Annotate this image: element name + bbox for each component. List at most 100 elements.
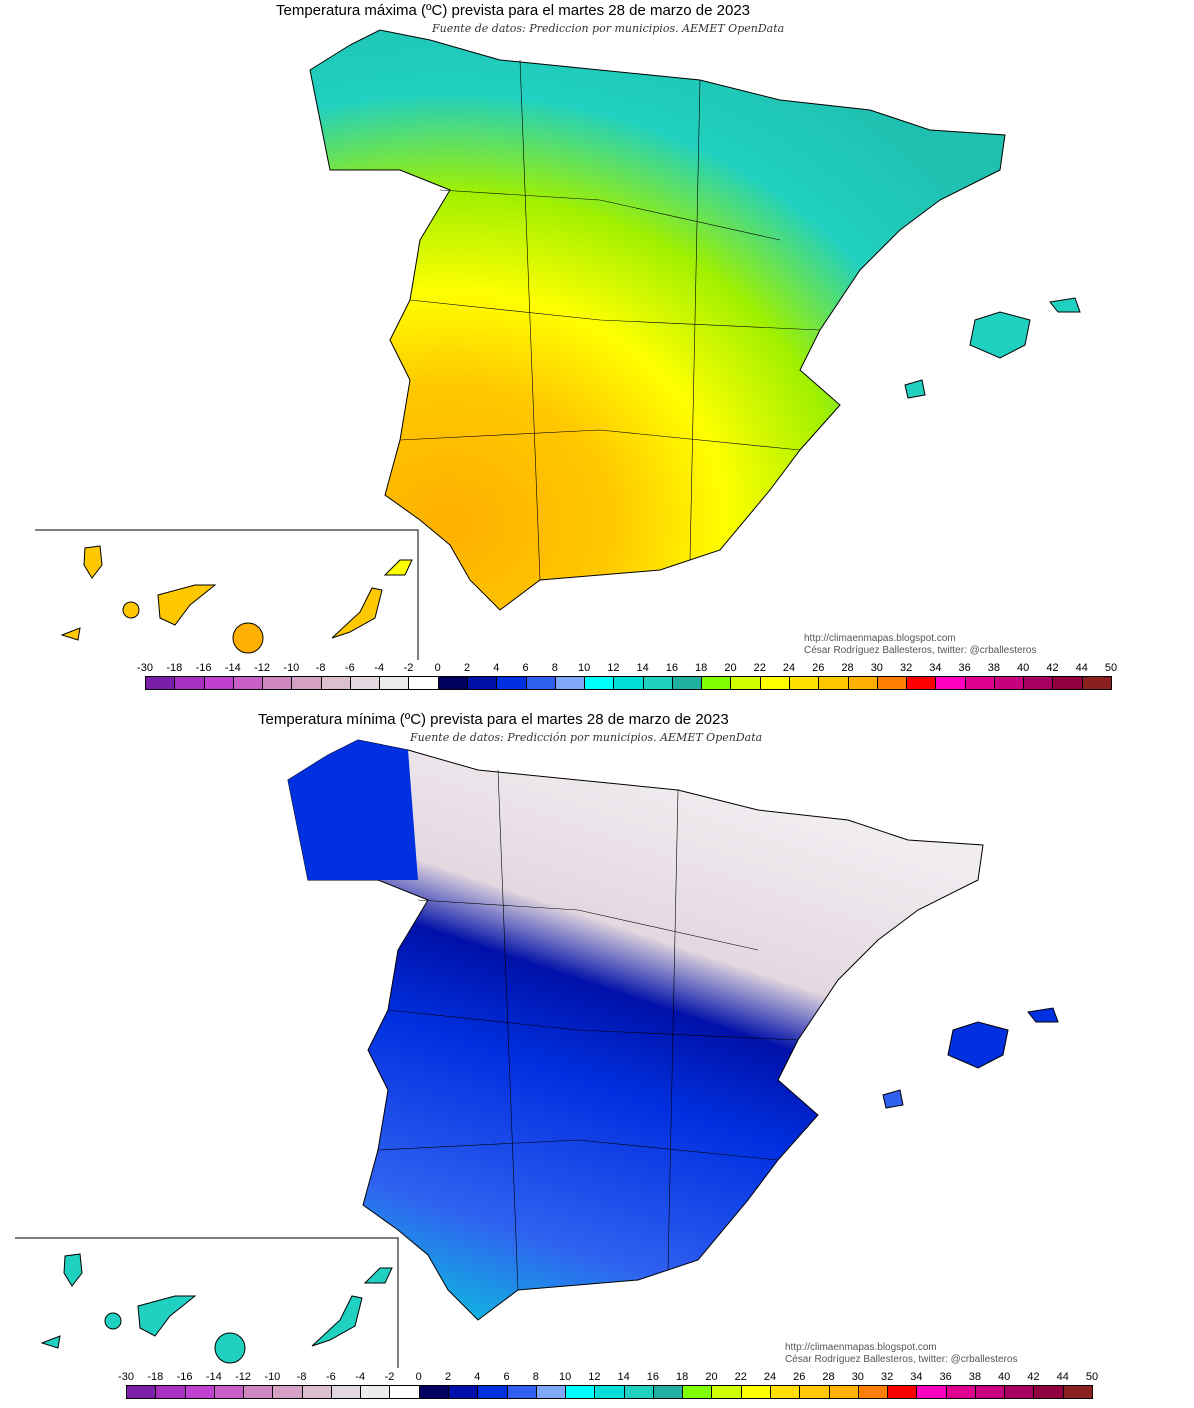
legend-color-swatch bbox=[437, 676, 468, 690]
legend-tick-label: 14 bbox=[617, 1371, 630, 1383]
legend-tick-label: 18 bbox=[676, 1371, 689, 1383]
legend-tick-label: -14 bbox=[205, 1371, 222, 1383]
legend-tick-label: 12 bbox=[607, 662, 620, 674]
legend-tick-label: -30 bbox=[137, 662, 153, 674]
gran-canaria-island bbox=[232, 622, 264, 654]
legend-tick-label: 24 bbox=[763, 1371, 777, 1383]
galicia-region bbox=[288, 740, 418, 880]
legend-tick-label: 40 bbox=[998, 1371, 1011, 1383]
legend-tick-label: -30 bbox=[118, 1371, 134, 1383]
legend-tick-label: 18 bbox=[695, 662, 708, 674]
canary-inset-frame bbox=[15, 1237, 399, 1368]
credit-url: http://climaenmapas.blogspot.com bbox=[785, 1342, 937, 1353]
legend-tick-label: -16 bbox=[195, 662, 212, 674]
ibiza-island bbox=[904, 379, 926, 399]
legend-color-swatch bbox=[876, 676, 908, 690]
legend-tick-label: 22 bbox=[734, 1371, 747, 1383]
legend-tick-label: 4 bbox=[493, 662, 500, 674]
legend-tick-label: -12 bbox=[254, 662, 271, 674]
map-subtitle: Fuente de datos: Predicción por municipi… bbox=[410, 731, 763, 744]
legend-tick-label: 44 bbox=[1056, 1371, 1069, 1383]
legend-tick-label: 20 bbox=[705, 1371, 718, 1383]
legend-color-swatch bbox=[467, 676, 498, 690]
ibiza-island bbox=[882, 1089, 904, 1109]
legend-color-swatch bbox=[701, 676, 732, 690]
legend-tick-label: 30 bbox=[851, 1371, 864, 1383]
peninsula-region bbox=[309, 29, 1006, 611]
la-gomera-island bbox=[104, 1312, 122, 1330]
legend-tick-label: -16 bbox=[176, 1371, 193, 1383]
legend-color-swatch bbox=[964, 676, 995, 690]
legend-tick-label: 22 bbox=[753, 662, 766, 674]
legend-tick-label: 24 bbox=[782, 662, 796, 674]
legend-tick-label: 6 bbox=[522, 662, 529, 674]
legend-tick-label: 2 bbox=[463, 662, 471, 674]
legend-tick-label: 6 bbox=[503, 1371, 510, 1383]
legend-color-swatch bbox=[496, 676, 527, 690]
legend-tick-label: -14 bbox=[224, 662, 241, 674]
la-palma-island bbox=[83, 545, 103, 579]
legend-color-swatch bbox=[232, 676, 264, 690]
legend-tick-label: 32 bbox=[880, 1371, 894, 1383]
legend-tick-label: 28 bbox=[822, 1371, 835, 1383]
legend-color-swatch bbox=[174, 676, 205, 690]
legend-color-swatch bbox=[349, 676, 381, 690]
legend-tick-label: 26 bbox=[812, 662, 825, 674]
lanzarote-island bbox=[363, 1267, 393, 1284]
legend-tick-label: 4 bbox=[474, 1371, 481, 1383]
legend-tick-label: 14 bbox=[636, 662, 649, 674]
legend-tick-label: 0 bbox=[415, 1371, 422, 1383]
mallorca-island bbox=[969, 311, 1031, 359]
legend-tick-label: 36 bbox=[958, 662, 971, 674]
legend-tick-label: 38 bbox=[987, 662, 1001, 674]
min-temperature-map-panel: Temperatura mínima (ºC) prevista para el… bbox=[0, 708, 1194, 1408]
legend-color-swatch bbox=[847, 676, 878, 690]
menorca-island bbox=[1027, 1007, 1059, 1023]
menorca-island bbox=[1049, 297, 1081, 313]
legend-tick-label: 50 bbox=[1085, 1371, 1099, 1383]
legend-tick-label: 20 bbox=[724, 662, 737, 674]
legend-tick-label: -12 bbox=[235, 1371, 252, 1383]
legend-color-swatch bbox=[789, 676, 820, 690]
legend-color-swatch bbox=[525, 676, 556, 690]
el-hierro-island bbox=[40, 1335, 61, 1349]
legend-color-swatch bbox=[203, 676, 234, 690]
legend-tick-label: -4 bbox=[355, 1371, 366, 1383]
legend-color-swatch bbox=[671, 676, 703, 690]
legend-tick-label: -6 bbox=[326, 1371, 336, 1383]
gran-canaria-island bbox=[214, 1332, 246, 1364]
legend-color-swatch bbox=[320, 676, 351, 690]
map-subtitle: Fuente de datos: Prediccion por municipi… bbox=[432, 22, 785, 35]
legend-tick-label: -10 bbox=[264, 1371, 281, 1383]
legend-color-swatch bbox=[584, 676, 615, 690]
legend-tick-label: 30 bbox=[870, 662, 883, 674]
legend-color-swatch bbox=[291, 676, 322, 690]
legend-tick-label: 28 bbox=[841, 662, 854, 674]
legend-tick-label: 44 bbox=[1075, 662, 1088, 674]
legend-tick-label: -18 bbox=[166, 662, 183, 674]
mallorca-island bbox=[947, 1021, 1009, 1069]
map-title: Temperatura mínima (ºC) prevista para el… bbox=[258, 711, 729, 728]
legend-tick-label: -10 bbox=[283, 662, 300, 674]
la-palma-island bbox=[63, 1253, 83, 1287]
legend-tick-label: -18 bbox=[147, 1371, 164, 1383]
legend-tick-label: 38 bbox=[968, 1371, 982, 1383]
legend-tick-label: -2 bbox=[403, 662, 414, 674]
credit-author: César Rodríguez Ballesteros, twitter: @c… bbox=[785, 1354, 1018, 1365]
legend-tick-label: 2 bbox=[444, 1371, 452, 1383]
legend-tick-label: 10 bbox=[577, 662, 591, 674]
max-temperature-map-panel: Temperatura máxima (ºC) prevista para el… bbox=[0, 0, 1194, 700]
legend-tick-label: 16 bbox=[646, 1371, 660, 1383]
legend-color-swatch bbox=[759, 676, 790, 690]
fuerteventura-island bbox=[311, 1295, 363, 1347]
legend-tick-label: 40 bbox=[1017, 662, 1030, 674]
legend-color-swatch bbox=[145, 676, 176, 690]
legend-color-swatch bbox=[613, 676, 644, 690]
legend-tick-label: 0 bbox=[434, 662, 441, 674]
legend-tick-label: -6 bbox=[345, 662, 355, 674]
fuerteventura-island bbox=[331, 587, 383, 639]
legend-tick-label: -2 bbox=[384, 1371, 395, 1383]
province-borders bbox=[399, 59, 821, 581]
legend-tick-label: 8 bbox=[551, 662, 558, 674]
canary-inset-frame bbox=[35, 529, 419, 660]
